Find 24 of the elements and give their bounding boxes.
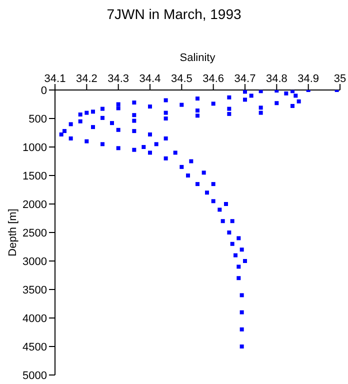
x-axis-title: Salinity: [178, 52, 216, 64]
y-tick-label: 0: [40, 84, 47, 97]
x-tick-label: 35: [334, 73, 346, 85]
y-tick-label: 500: [28, 113, 47, 126]
y-tick-label: 3000: [22, 256, 47, 268]
x-tick-label: 34.2: [76, 73, 98, 85]
x-tick-label: 34.9: [298, 73, 320, 85]
y-tick-label: 4000: [22, 312, 47, 325]
y-axis-title: Depth [m]: [6, 208, 19, 256]
y-tick-label: 5000: [22, 370, 47, 382]
chart-title: 7JWN in March, 1993: [106, 6, 242, 22]
x-tick-label: 34.8: [266, 73, 288, 85]
x-tick-label: 34.7: [234, 73, 256, 85]
x-tick-label: 34.4: [139, 73, 161, 85]
y-tick-label: 2000: [22, 198, 47, 211]
y-tick-label: 1500: [22, 170, 47, 182]
y-tick-label: 2500: [22, 227, 47, 240]
y-tick-label: 1000: [22, 142, 47, 154]
x-tick-label: 34.1: [44, 73, 66, 85]
y-tick-label: 4500: [22, 341, 47, 354]
x-tick-label: 34.6: [202, 73, 224, 85]
x-tick-label: 34.5: [170, 73, 192, 85]
x-tick-label: 34.3: [108, 73, 130, 85]
y-tick-label: 3500: [22, 284, 47, 296]
